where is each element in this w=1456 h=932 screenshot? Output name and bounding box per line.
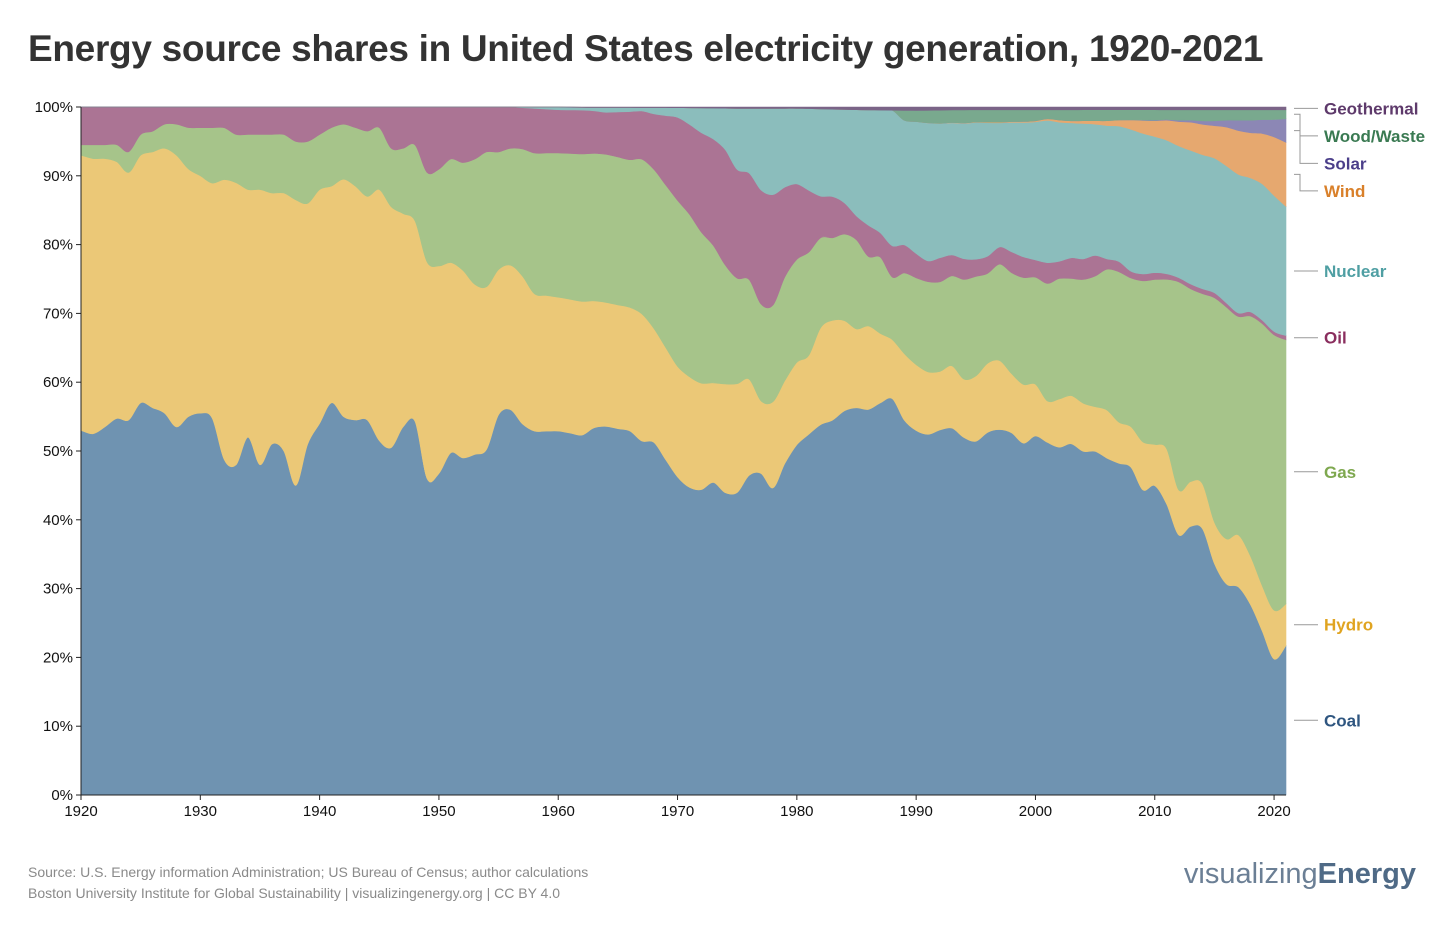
- area-geothermal: [81, 106, 1287, 111]
- label-connector: [1294, 173, 1318, 192]
- source-note: Source: U.S. Energy information Administ…: [28, 862, 588, 904]
- x-tick-label: 1970: [661, 803, 694, 820]
- source-line-1: Source: U.S. Energy information Administ…: [28, 864, 589, 880]
- series-labels: Coal Hydro Gas Oil Nuclear Wind Solar Wood/Wast…: [1294, 99, 1425, 730]
- y-tick-label: 50%: [43, 443, 73, 460]
- source-line-2: Boston University Institute for Global S…: [28, 885, 561, 901]
- logo-bold: Energy: [1317, 858, 1416, 890]
- series-label-wood-waste: Wood/Waste: [1324, 127, 1425, 146]
- y-tick-label: 90%: [43, 168, 73, 185]
- x-tick-label: 1920: [64, 803, 97, 820]
- series-label-nuclear: Nuclear: [1324, 262, 1387, 281]
- x-tick-label: 1930: [184, 803, 217, 820]
- y-tick-label: 20%: [43, 649, 73, 666]
- brand-logo: visualizingEnergy: [1184, 858, 1416, 891]
- y-tick-label: 100%: [35, 99, 73, 116]
- area-layer: [80, 106, 1287, 796]
- label-connector: [1294, 113, 1318, 137]
- series-label-solar: Solar: [1324, 154, 1367, 173]
- series-label-coal: Coal: [1324, 711, 1361, 730]
- label-connector: [1294, 130, 1318, 164]
- y-tick-label: 80%: [43, 237, 73, 254]
- x-tick-label: 1980: [780, 803, 813, 820]
- y-tick-label: 30%: [43, 581, 73, 598]
- x-tick-label: 2010: [1138, 803, 1171, 820]
- y-tick-label: 10%: [43, 718, 73, 735]
- series-label-geothermal: Geothermal: [1324, 99, 1418, 118]
- x-tick-label: 2020: [1257, 803, 1290, 820]
- y-tick-label: 70%: [43, 305, 73, 322]
- series-label-gas: Gas: [1324, 463, 1356, 482]
- chart-title: Energy source shares in United States el…: [28, 28, 1264, 69]
- x-tick-label: 1960: [542, 803, 575, 820]
- x-tick-label: 1940: [303, 803, 336, 820]
- x-tick-label: 1950: [422, 803, 455, 820]
- y-axis: 0% 10% 20% 30% 40% 50% 60% 70% 80% 90% 100%: [35, 99, 82, 804]
- x-axis: 1920 1930 1940 1950 1960 1970 1980 1990 2000 2010…: [64, 794, 1291, 820]
- series-label-wind: Wind: [1324, 182, 1365, 201]
- logo-light: visualizing: [1183, 858, 1318, 890]
- series-label-hydro: Hydro: [1324, 616, 1373, 635]
- y-tick-label: 60%: [43, 374, 73, 391]
- x-tick-label: 1990: [899, 803, 932, 820]
- x-tick-label: 2000: [1019, 803, 1052, 820]
- series-label-oil: Oil: [1324, 329, 1347, 348]
- y-tick-label: 40%: [43, 512, 73, 529]
- y-tick-label: 0%: [51, 787, 73, 804]
